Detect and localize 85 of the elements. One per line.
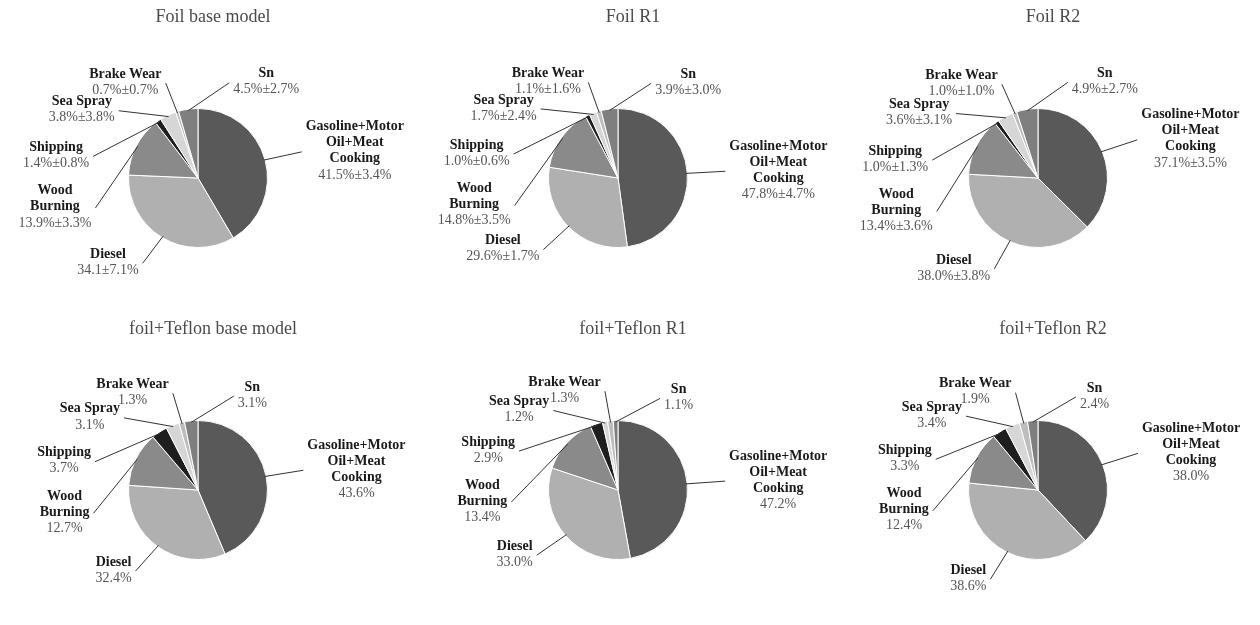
data-label: 41.5%±3.4% — [318, 166, 392, 182]
slice-label: Brake Wear — [96, 375, 169, 391]
data-label: 2.4% — [1079, 395, 1110, 411]
slice-label: Sn — [258, 65, 275, 81]
slice-label: Brake Wear — [528, 373, 601, 389]
data-label: 1.0%±1.0% — [928, 82, 995, 98]
chart-title: Foil base model — [155, 5, 271, 26]
data-label: 3.3% — [890, 458, 920, 474]
slice-label: Wood Burning — [39, 487, 90, 519]
chart-title: foil+Teflon R2 — [999, 317, 1107, 338]
slice-label: Wood Burning — [457, 476, 508, 508]
data-label: 1.0%±0.6% — [443, 152, 511, 168]
data-label: 13.4% — [464, 508, 501, 524]
data-label: 3.1% — [75, 416, 105, 432]
chart-title: Foil R1 — [605, 5, 661, 26]
data-label: 3.6%±3.1% — [886, 112, 953, 128]
slice-label: Gasoline+Motor Oil+Meat Cooking — [1141, 419, 1241, 467]
slice-label: Sea Spray — [59, 400, 120, 416]
data-label: 4.9%±2.7% — [1071, 81, 1139, 97]
chart-title: Foil R2 — [1025, 5, 1081, 26]
slice-label: Shipping — [878, 441, 932, 457]
slice-label: Brake Wear — [925, 66, 998, 82]
data-label: 38.0% — [1172, 468, 1210, 484]
slice-label: Shipping — [868, 142, 923, 158]
slice-label: Sea Spray — [489, 393, 550, 409]
data-label: 3.7% — [49, 460, 79, 476]
slice-label: Sn — [680, 65, 697, 81]
data-label: 1.0%±1.3% — [862, 158, 929, 174]
data-label: 1.4%±0.8% — [23, 155, 90, 171]
data-label: 3.4% — [917, 414, 947, 430]
data-label: 47.2% — [760, 495, 797, 511]
data-label: 3.8%±3.8% — [48, 109, 116, 125]
slice-label: Shipping — [29, 139, 83, 155]
data-label: 3.9%±3.0% — [655, 82, 722, 98]
data-label: 1.2% — [504, 409, 535, 425]
slice-label: Gasoline+Motor Oil+Meat Cooking — [729, 447, 828, 495]
data-label: 1.7%±2.4% — [470, 107, 537, 123]
data-label: 32.4% — [95, 569, 132, 585]
slice-label: Sea Spray — [888, 96, 950, 112]
data-label: 1.3% — [550, 389, 580, 405]
data-label: 38.0%±3.8% — [917, 267, 991, 283]
slice-label: Sn — [244, 378, 261, 394]
data-label: 13.9%±3.3% — [18, 214, 92, 230]
slice-label: Shipping — [449, 136, 504, 152]
slice-label: Diesel — [496, 537, 533, 553]
slice-label: Wood Burning — [449, 180, 500, 212]
data-label: 14.8%±3.5% — [437, 212, 512, 228]
data-label: 29.6%±1.7% — [466, 248, 540, 264]
data-label: 33.0% — [496, 553, 534, 569]
slice-label: Diesel — [950, 561, 987, 577]
slice-label: Gasoline+Motor Oil+Meat Cooking — [307, 436, 406, 484]
data-label: 13.4%±3.6% — [859, 218, 934, 234]
slice-label: Wood Burning — [879, 485, 929, 517]
data-label: 47.8%±4.7% — [741, 185, 816, 201]
chart-title: foil+Teflon base model — [129, 317, 297, 338]
data-label: 12.4% — [885, 517, 923, 533]
data-label: 34.1±7.1% — [77, 261, 139, 277]
slice-label: Sea Spray — [901, 398, 962, 414]
slice-label: Wood Burning — [30, 182, 80, 214]
data-label: 12.7% — [46, 519, 83, 535]
data-label: 4.5%±2.7% — [233, 81, 300, 97]
slice-label: Diesel — [484, 232, 521, 248]
data-label: 3.1% — [237, 394, 268, 410]
slice-label: Diesel — [95, 553, 132, 569]
slice-label: Gasoline+Motor Oil+Meat Cooking — [729, 137, 828, 185]
slice-label: Brake Wear — [938, 375, 1012, 391]
slice-label: Gasoline+Motor Oil+Meat Cooking — [305, 118, 404, 166]
slice-label: Sn — [670, 381, 687, 397]
slice-label: Diesel — [935, 251, 972, 267]
data-label: 38.6% — [950, 577, 987, 593]
slice-label: Diesel — [90, 245, 126, 261]
slice-label: Sn — [1097, 65, 1113, 81]
slice-label: Sn — [1086, 379, 1103, 395]
slice-label: Shipping — [461, 433, 516, 449]
data-label: 1.1% — [664, 397, 694, 413]
slice-label: Shipping — [37, 444, 91, 460]
data-label: 43.6% — [338, 484, 375, 500]
data-label: 1.1%±1.6% — [514, 81, 582, 97]
slice-label: Brake Wear — [89, 65, 162, 81]
slice-label: Wood Burning — [871, 186, 922, 218]
slice-label: Gasoline+Motor Oil+Meat Cooking — [1141, 106, 1240, 154]
slice-label: Brake Wear — [511, 64, 585, 80]
chart-title: foil+Teflon R1 — [579, 317, 687, 338]
data-label: 2.9% — [473, 449, 504, 465]
data-label: 37.1%±3.5% — [1153, 154, 1228, 170]
